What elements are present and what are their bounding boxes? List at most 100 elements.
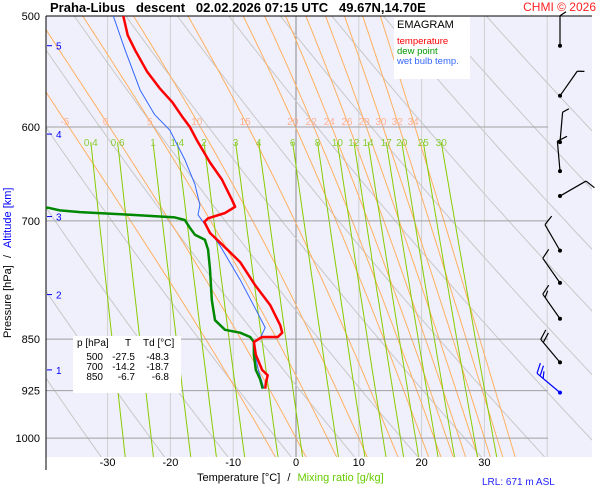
moist-adiabat-label: 20 xyxy=(287,117,299,128)
wind-barb xyxy=(544,215,562,253)
wind-barb xyxy=(536,362,562,395)
x-axis-label-temperature: Temperature [°C] xyxy=(197,472,281,484)
wind-barb-staff xyxy=(559,112,564,143)
mixing-ratio-label: 10 xyxy=(332,138,344,149)
moist-adiabat-label: 10 xyxy=(191,117,203,128)
moist-adiabat-label: 15 xyxy=(240,117,252,128)
mixing-ratio-line xyxy=(203,142,246,457)
moist-adiabat-label: 22 xyxy=(306,117,318,128)
wind-barb xyxy=(558,180,595,199)
dry-adiabat-line xyxy=(176,16,546,457)
x-axis-label-separator: / xyxy=(287,472,291,484)
legend-wet-bulb: wet bulb temp. xyxy=(397,56,459,67)
mixing-ratio-label: 1 xyxy=(150,138,156,149)
x-tick-label: 0 xyxy=(293,457,299,469)
dry-adiabat-line xyxy=(434,16,592,190)
wind-barb-feather xyxy=(540,329,547,340)
moist-adiabat-line xyxy=(46,28,307,457)
dry-adiabat-line xyxy=(46,206,229,457)
legend-temperature: temperature xyxy=(397,36,449,47)
moist-adiabat-label: 24 xyxy=(324,117,336,128)
mixing-ratio-label: 6 xyxy=(290,138,296,149)
moist-adiabat-line xyxy=(46,91,276,457)
x-axis-label: Temperature [°C] / Mixing ratio [g/kg] xyxy=(197,472,384,484)
wind-barb-staff xyxy=(542,293,561,320)
y-axis-label-separator: / xyxy=(2,255,14,259)
mixing-ratio-label: 0.6 xyxy=(111,138,125,149)
mixing-ratio-line xyxy=(336,142,387,457)
series-line-temperature xyxy=(122,16,284,389)
altitude-tick-label: 2 xyxy=(56,291,62,302)
wind-barb-staff xyxy=(544,224,561,251)
table-header-t: T xyxy=(125,338,132,349)
table-cell: -14.2 xyxy=(112,362,135,373)
mixing-ratio-line xyxy=(235,142,279,457)
altitude-tick-label: 5 xyxy=(56,42,62,53)
mixing-ratio-line xyxy=(367,142,420,457)
moist-adiabat-line xyxy=(305,16,467,457)
x-tick-label: 10 xyxy=(353,457,365,469)
mixing-ratio-line xyxy=(176,142,217,457)
mixing-ratio-line xyxy=(317,142,366,457)
dry-adiabat-line xyxy=(46,49,356,457)
legend-title: EMAGRAM xyxy=(397,19,454,31)
wind-barb xyxy=(542,248,562,285)
lrl-label: LRL: 671 m ASL xyxy=(482,477,555,488)
table-cell: -48.3 xyxy=(146,352,169,363)
moist-adiabat-line xyxy=(264,16,442,457)
table-header-td: Td [°C] xyxy=(143,338,175,349)
wind-barb-feather xyxy=(542,284,550,295)
wind-barb-staff xyxy=(559,70,578,97)
mixing-ratio-line xyxy=(117,142,154,457)
x-tick-label: -30 xyxy=(100,457,116,469)
mixing-ratio-line xyxy=(440,142,498,457)
wind-barb-staff xyxy=(540,338,561,363)
y-axis-label-altitude: Altitude [km] xyxy=(2,187,14,249)
dry-adiabat-line xyxy=(228,16,592,441)
wind-barb xyxy=(542,284,562,321)
wind-barb xyxy=(558,108,570,145)
mixing-ratio-line xyxy=(152,142,192,457)
wind-barb-feather xyxy=(542,332,549,343)
y-tick-label: 1000 xyxy=(16,433,40,445)
wind-barb xyxy=(540,329,562,365)
mixing-ratio-line xyxy=(401,142,456,457)
y-tick-label: 600 xyxy=(22,122,40,134)
wind-barb-staff xyxy=(559,180,587,197)
dry-adiabat-line xyxy=(46,377,102,457)
wind-barb-feather xyxy=(562,108,570,113)
table-cell: 500 xyxy=(86,352,103,363)
wind-barb-feather xyxy=(544,290,549,298)
moist-adiabat-line xyxy=(82,16,338,457)
x-tick-label: -10 xyxy=(225,457,241,469)
chart-header-title: Praha-Libus descent 02.02.2026 07:15 UTC… xyxy=(50,0,426,15)
moist-adiabat-line xyxy=(324,16,479,457)
grid-layer xyxy=(46,16,592,457)
mixing-ratio-label: 1.4 xyxy=(170,138,184,149)
y-tick-label: 700 xyxy=(22,216,40,228)
wind-barb-feather xyxy=(539,365,545,377)
mixing-ratio-label: 4 xyxy=(256,138,262,149)
dry-adiabat-line xyxy=(46,290,166,457)
legend-box: EMAGRAM temperature dew point wet bulb t… xyxy=(394,17,470,79)
wind-barb-staff xyxy=(536,372,561,394)
wind-barb-feather xyxy=(557,135,568,142)
mixing-ratio-label: 25 xyxy=(418,138,430,149)
wind-barb xyxy=(556,135,568,174)
y-tick-label: 850 xyxy=(22,334,40,346)
y-axis-label: Pressure [hPa] / Altitude [km] xyxy=(2,128,15,338)
table-header-p: p [hPa] xyxy=(77,338,109,349)
mixing-ratio-line xyxy=(292,142,339,457)
mixing-ratio-label: 14 xyxy=(363,138,375,149)
table-cell: -27.5 xyxy=(112,352,135,363)
mixing-ratio-label: 8 xyxy=(315,138,321,149)
table-cell: 700 xyxy=(86,362,103,373)
moist-adiabat-line xyxy=(379,16,516,457)
mixing-ratio-label: 17 xyxy=(381,138,393,149)
wind-barb xyxy=(558,11,567,48)
moist-adiabat-label: 5 xyxy=(147,117,153,128)
table-cell: -6.7 xyxy=(117,372,135,383)
table-cell: 850 xyxy=(86,372,103,383)
mixing-ratio-label: 0.4 xyxy=(84,138,98,149)
